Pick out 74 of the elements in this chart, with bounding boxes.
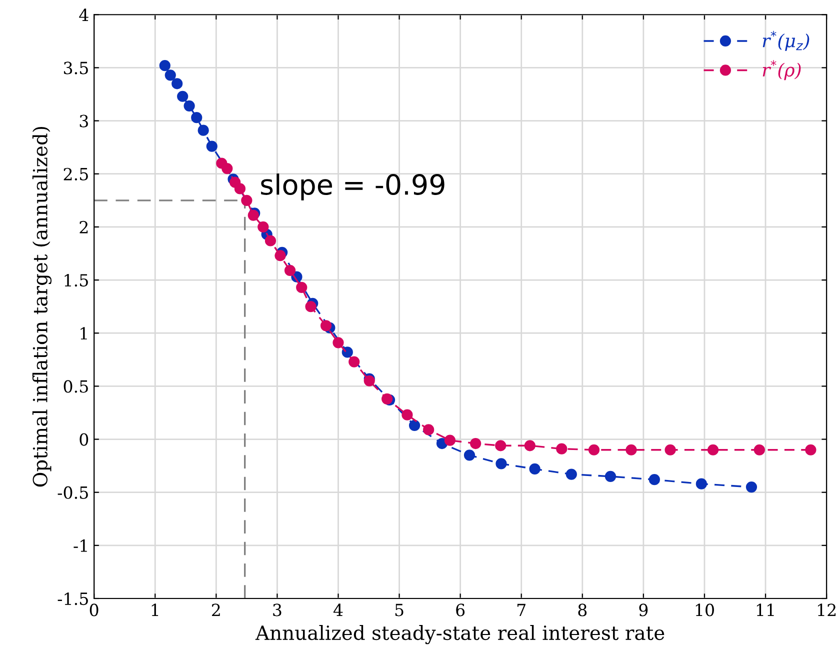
y-tick-label: 2.5 [64,168,88,180]
y-tick-label: 0 [80,433,88,446]
legend-label: r$^{*}$(ρ) [762,60,801,80]
point [556,443,568,454]
point [648,474,660,486]
point [177,90,188,102]
y-tick-label: -1 [74,539,87,552]
point [524,440,536,452]
point [464,450,476,461]
point [332,337,344,348]
point [707,444,719,456]
point [402,409,413,420]
x-tick-label: 0 [90,604,98,616]
x-tick-label: 12 [818,604,836,616]
x-axis-title: Annualized steady-state real interest rate [255,625,664,644]
point [320,320,332,332]
point [206,140,218,152]
point [284,264,296,276]
point [382,393,393,404]
point [444,434,456,446]
point [198,124,209,136]
x-tick-label: 11 [756,604,774,616]
y-tick-label: -1.5 [58,592,88,606]
point [470,438,482,450]
y-tick-label: 0.5 [64,380,88,393]
point [529,463,540,475]
point [164,70,176,81]
point [296,282,308,294]
annotation: slope = -0.99 [261,174,444,200]
x-tick-label: 9 [639,604,648,616]
point [566,468,577,480]
y-tick-label: -0.5 [58,486,88,499]
y-axis-title: Optimal inflation target (annualized) [32,126,52,487]
x-tick-label: 7 [517,604,526,616]
point [664,444,676,456]
point [805,444,816,456]
point [184,100,195,112]
point [495,440,506,452]
point [222,163,233,174]
point [342,346,353,358]
y-tick-label: 4 [79,8,88,21]
point [408,420,420,432]
legend-label: r$^{*}$(μ$_{z}$) [762,30,810,51]
x-tick-label: 10 [696,604,714,616]
point [696,478,707,490]
y-tick-label: 3 [80,114,88,128]
point [274,250,286,262]
point [496,458,507,470]
point [305,301,316,312]
x-tick-label: 1 [152,604,158,616]
point [191,112,202,124]
point [159,60,170,72]
x-tick-label: 5 [395,604,404,616]
point [234,183,246,194]
y-tick-label: 2 [80,220,88,234]
x-tick-label: 4 [333,604,343,616]
point [423,424,434,436]
point [258,221,269,232]
point [172,78,183,90]
point [588,444,600,456]
x-tick-label: 2 [212,604,220,616]
point [746,481,758,493]
y-tick-label: 1 [80,327,87,340]
x-tick-label: 6 [456,604,465,616]
y-tick-label: 1.5 [64,274,88,287]
x-tick-label: 8 [578,604,587,616]
point [264,235,276,246]
point [754,444,765,456]
point [626,444,637,456]
x-tick-label: 3 [273,604,282,616]
point [604,470,616,482]
point [348,356,360,368]
y-tick-label: 3.5 [64,62,88,74]
point [241,194,252,206]
